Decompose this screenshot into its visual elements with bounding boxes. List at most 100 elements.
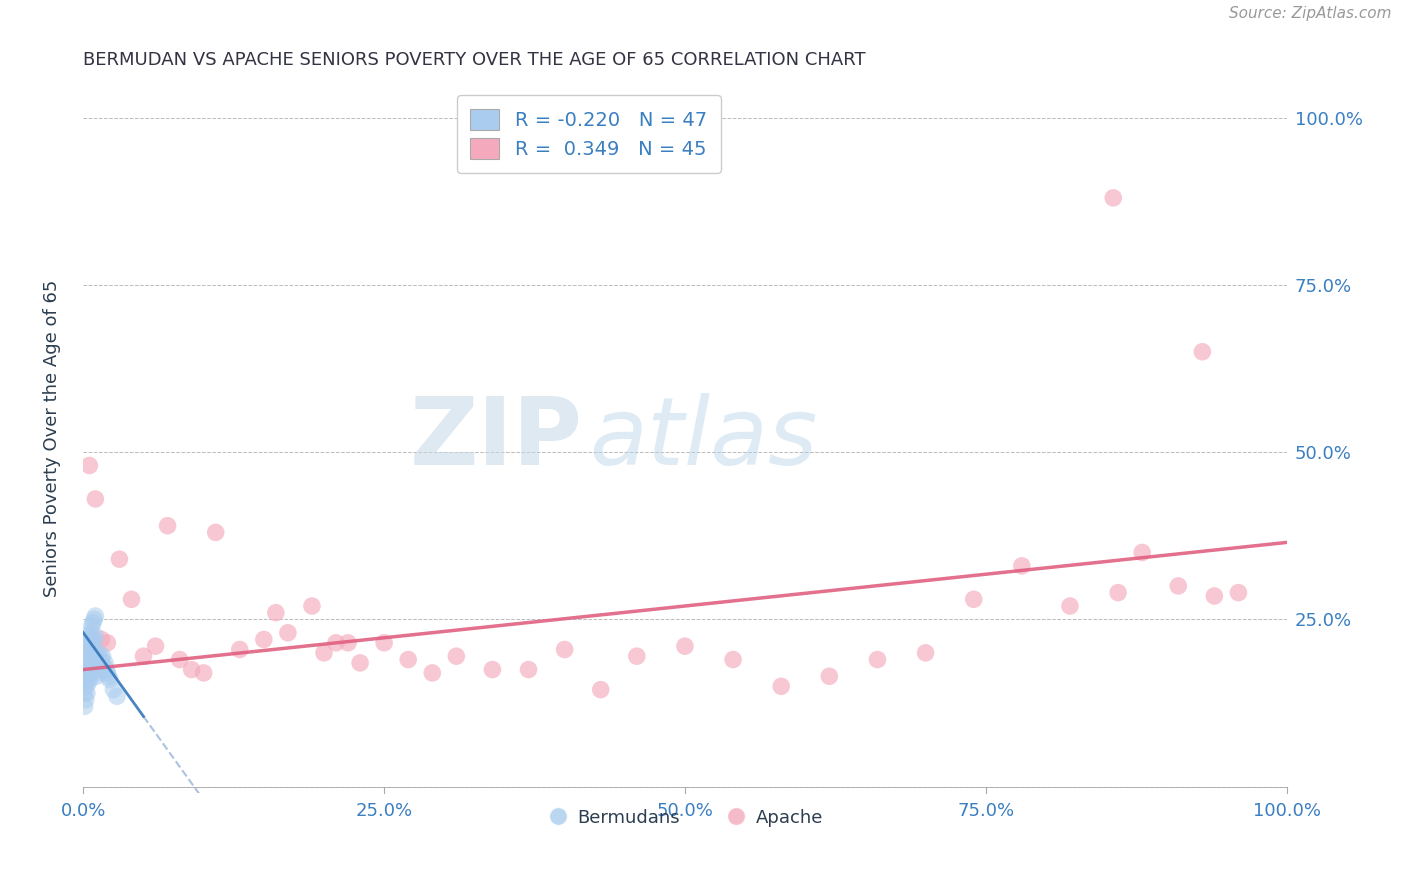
- Point: [253, 632, 276, 647]
- Point: [337, 636, 360, 650]
- Point: [73, 659, 96, 673]
- Point: [180, 663, 202, 677]
- Point: [103, 682, 125, 697]
- Point: [73, 686, 96, 700]
- Point: [79, 673, 101, 687]
- Point: [79, 646, 101, 660]
- Point: [97, 669, 120, 683]
- Point: [87, 646, 110, 660]
- Point: [1191, 344, 1213, 359]
- Point: [145, 639, 167, 653]
- Point: [82, 636, 104, 650]
- Point: [229, 642, 252, 657]
- Point: [264, 606, 287, 620]
- Point: [1167, 579, 1189, 593]
- Point: [193, 665, 215, 680]
- Point: [105, 690, 128, 704]
- Point: [87, 665, 110, 680]
- Point: [589, 682, 612, 697]
- Text: ZIP: ZIP: [409, 392, 582, 484]
- Point: [963, 592, 986, 607]
- Point: [204, 525, 226, 540]
- Text: atlas: atlas: [589, 393, 817, 484]
- Point: [75, 646, 97, 660]
- Point: [312, 646, 335, 660]
- Point: [1227, 585, 1250, 599]
- Point: [73, 699, 96, 714]
- Point: [80, 639, 103, 653]
- Point: [325, 636, 347, 650]
- Point: [96, 665, 118, 680]
- Point: [121, 592, 143, 607]
- Point: [96, 636, 118, 650]
- Point: [517, 663, 540, 677]
- Point: [481, 663, 503, 677]
- Point: [84, 609, 107, 624]
- Point: [818, 669, 841, 683]
- Point: [76, 639, 98, 653]
- Point: [396, 652, 419, 666]
- Point: [79, 625, 101, 640]
- Point: [87, 649, 110, 664]
- Point: [96, 663, 118, 677]
- Point: [277, 625, 299, 640]
- Point: [73, 673, 96, 687]
- Point: [98, 673, 121, 687]
- Point: [76, 673, 98, 687]
- Point: [76, 652, 98, 666]
- Point: [84, 491, 107, 506]
- Point: [626, 649, 648, 664]
- Point: [77, 676, 100, 690]
- Point: [75, 692, 97, 706]
- Point: [1059, 599, 1081, 613]
- Point: [156, 518, 179, 533]
- Point: [108, 552, 131, 566]
- Point: [82, 615, 104, 630]
- Point: [446, 649, 468, 664]
- Point: [83, 632, 105, 647]
- Point: [75, 665, 97, 680]
- Point: [80, 659, 103, 673]
- Point: [1107, 585, 1129, 599]
- Point: [373, 636, 395, 650]
- Point: [132, 649, 155, 664]
- Point: [79, 656, 101, 670]
- Point: [1102, 191, 1125, 205]
- Point: [673, 639, 696, 653]
- Point: [90, 632, 112, 647]
- Point: [80, 619, 103, 633]
- Y-axis label: Seniors Poverty Over the Age of 65: Seniors Poverty Over the Age of 65: [44, 280, 60, 598]
- Text: Source: ZipAtlas.com: Source: ZipAtlas.com: [1229, 6, 1392, 21]
- Point: [77, 659, 100, 673]
- Point: [1130, 545, 1153, 559]
- Point: [770, 679, 793, 693]
- Point: [91, 649, 114, 664]
- Point: [86, 669, 108, 683]
- Point: [75, 679, 97, 693]
- Point: [1011, 558, 1033, 573]
- Point: [79, 458, 101, 473]
- Point: [84, 629, 107, 643]
- Point: [721, 652, 744, 666]
- Point: [87, 663, 110, 677]
- Point: [866, 652, 889, 666]
- Point: [349, 656, 371, 670]
- Point: [79, 665, 101, 680]
- Point: [90, 652, 112, 666]
- Point: [86, 649, 108, 664]
- Point: [1204, 589, 1226, 603]
- Legend: Bermudans, Apache: Bermudans, Apache: [540, 802, 831, 834]
- Point: [89, 656, 111, 670]
- Point: [94, 656, 117, 670]
- Point: [914, 646, 936, 660]
- Point: [169, 652, 191, 666]
- Point: [76, 686, 98, 700]
- Text: BERMUDAN VS APACHE SENIORS POVERTY OVER THE AGE OF 65 CORRELATION CHART: BERMUDAN VS APACHE SENIORS POVERTY OVER …: [83, 51, 866, 69]
- Point: [93, 659, 115, 673]
- Point: [79, 629, 101, 643]
- Point: [420, 665, 443, 680]
- Point: [77, 632, 100, 647]
- Point: [301, 599, 323, 613]
- Point: [554, 642, 576, 657]
- Point: [83, 612, 105, 626]
